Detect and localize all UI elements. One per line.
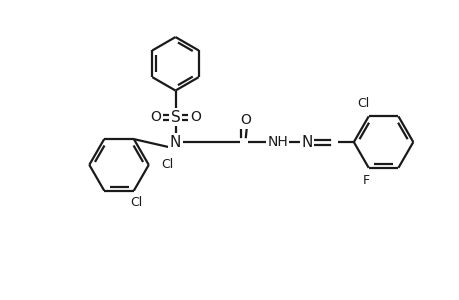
Text: O: O xyxy=(240,113,251,127)
Text: O: O xyxy=(190,110,200,124)
Text: Cl: Cl xyxy=(357,97,369,110)
Text: Cl: Cl xyxy=(161,158,174,171)
Text: Cl: Cl xyxy=(129,196,142,209)
Text: O: O xyxy=(150,110,161,124)
Text: N: N xyxy=(169,135,181,150)
Text: N: N xyxy=(301,135,312,150)
Text: F: F xyxy=(362,174,369,187)
Text: S: S xyxy=(170,110,180,125)
Text: NH: NH xyxy=(267,135,287,149)
